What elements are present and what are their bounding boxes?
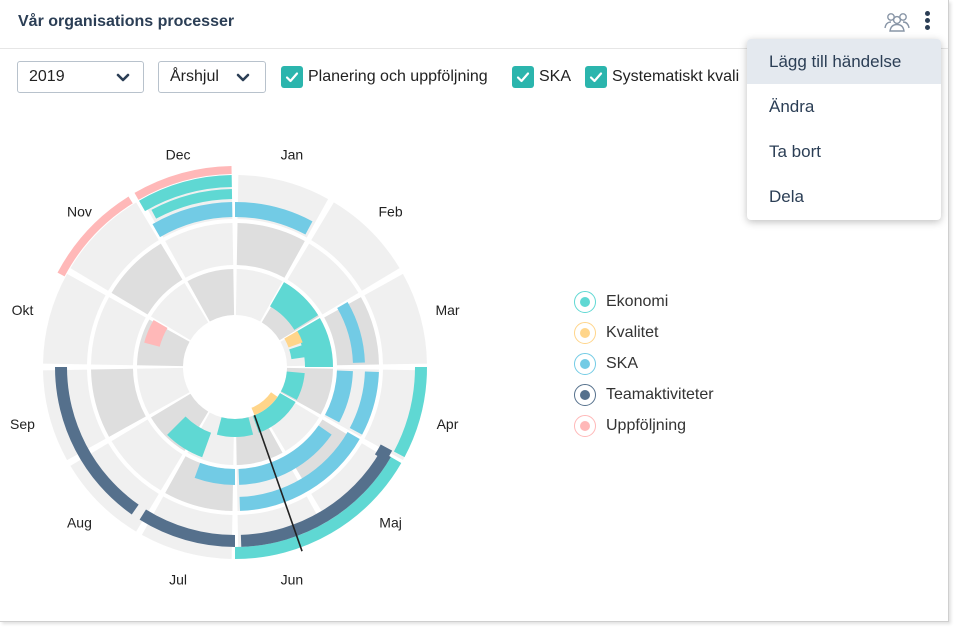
month-label: Jan xyxy=(281,150,304,162)
month-label: Feb xyxy=(379,203,403,219)
event-arc xyxy=(289,344,307,360)
event-arc xyxy=(374,444,393,462)
menu-item-add-event[interactable]: Lägg till händelse xyxy=(747,39,941,84)
legend-label: Teamaktiviteter xyxy=(606,386,714,403)
legend-label: Uppföljning xyxy=(606,417,687,434)
month-label: Jul xyxy=(169,572,187,588)
people-icon[interactable] xyxy=(883,11,911,33)
month-label: Mar xyxy=(435,302,459,318)
legend-dot-icon xyxy=(574,291,596,313)
event-arc xyxy=(194,462,235,485)
event-arc xyxy=(55,367,139,515)
wheel-segment xyxy=(111,419,183,491)
month-label: Nov xyxy=(67,203,92,219)
legend-dot-icon xyxy=(574,322,596,344)
panel-header: Vår organisations processer xyxy=(0,0,948,49)
event-arc xyxy=(238,425,332,485)
legend-dot-icon xyxy=(574,353,596,375)
menu-item-edit[interactable]: Ändra xyxy=(769,97,815,116)
event-arc xyxy=(134,166,232,200)
wheel-segment xyxy=(287,243,359,315)
wheel-segment xyxy=(70,202,159,291)
wheel-segment xyxy=(364,273,427,365)
checkbox-label: SKA xyxy=(539,68,572,85)
chevron-down-icon xyxy=(236,73,250,82)
event-arc xyxy=(270,282,319,330)
legend-label: Kvalitet xyxy=(606,324,659,341)
page-title: Vår organisations processer xyxy=(18,13,235,30)
event-arc xyxy=(139,509,235,547)
event-arc xyxy=(325,370,353,423)
event-arc xyxy=(337,302,365,363)
month-label: Jun xyxy=(281,572,304,588)
menu-item-share[interactable]: Dela xyxy=(769,187,804,206)
year-wheel[interactable]: Jan Feb Mar Apr Maj Jun Jul Aug Sep Okt Nov Dec xyxy=(0,150,470,590)
checkbox-checked-icon xyxy=(512,66,534,88)
month-label: Maj xyxy=(379,515,402,531)
event-arc xyxy=(284,331,303,348)
legend-label: Ekonomi xyxy=(606,293,669,310)
event-arc xyxy=(252,393,296,433)
view-select-value: Årshjul xyxy=(170,68,219,85)
wheel-segment xyxy=(150,393,209,452)
month-label: Dec xyxy=(166,150,191,162)
event-arc xyxy=(251,392,278,416)
month-label: Apr xyxy=(437,416,459,432)
wheel-segment xyxy=(236,223,305,278)
wheel-segment xyxy=(91,368,146,437)
kebab-menu-icon[interactable] xyxy=(920,9,934,35)
wheel-segment xyxy=(137,367,190,415)
legend-label: SKA xyxy=(606,355,639,372)
event-arc xyxy=(240,451,391,547)
month-label: Okt xyxy=(12,302,34,318)
event-arc xyxy=(239,432,360,511)
wheel-segment xyxy=(287,419,359,491)
context-menu: Lägg till händelse Ändra Ta bort Dela xyxy=(747,39,941,220)
event-arc xyxy=(152,202,233,238)
today-marker-line xyxy=(253,414,303,552)
event-arc xyxy=(216,417,254,437)
wheel-segment xyxy=(311,202,400,291)
checkbox-checked-icon xyxy=(585,66,607,88)
checkbox-checked-icon xyxy=(281,66,303,88)
month-label: Aug xyxy=(67,515,92,531)
event-arc xyxy=(144,320,168,347)
event-arc xyxy=(139,175,232,212)
event-arc xyxy=(349,371,379,435)
chevron-down-icon xyxy=(116,73,130,82)
year-select-value: 2019 xyxy=(29,68,65,85)
checkbox-label: Systematiskt kvali xyxy=(612,68,740,85)
wheel-segment xyxy=(43,273,106,365)
wheel-segment xyxy=(150,282,209,341)
event-arc xyxy=(280,371,305,400)
month-label: Sep xyxy=(10,416,35,432)
event-arc xyxy=(57,196,133,277)
event-arc xyxy=(151,189,233,219)
wheel-segment xyxy=(165,223,234,278)
year-select[interactable]: 2019 xyxy=(17,61,144,93)
event-arc xyxy=(393,367,427,458)
legend-dot-icon xyxy=(574,415,596,437)
event-arc xyxy=(235,202,313,235)
wheel-segment xyxy=(187,269,235,322)
checkbox-label: Planering och uppföljning xyxy=(308,68,488,85)
view-select[interactable]: Årshjul xyxy=(158,61,266,93)
event-arc xyxy=(167,416,212,458)
wheel-segment xyxy=(91,297,146,366)
legend-dot-icon xyxy=(574,384,596,406)
wheel-segment xyxy=(111,243,183,315)
wheel-segment xyxy=(235,269,283,322)
event-arc xyxy=(235,457,402,559)
menu-item-delete[interactable]: Ta bort xyxy=(769,142,821,161)
